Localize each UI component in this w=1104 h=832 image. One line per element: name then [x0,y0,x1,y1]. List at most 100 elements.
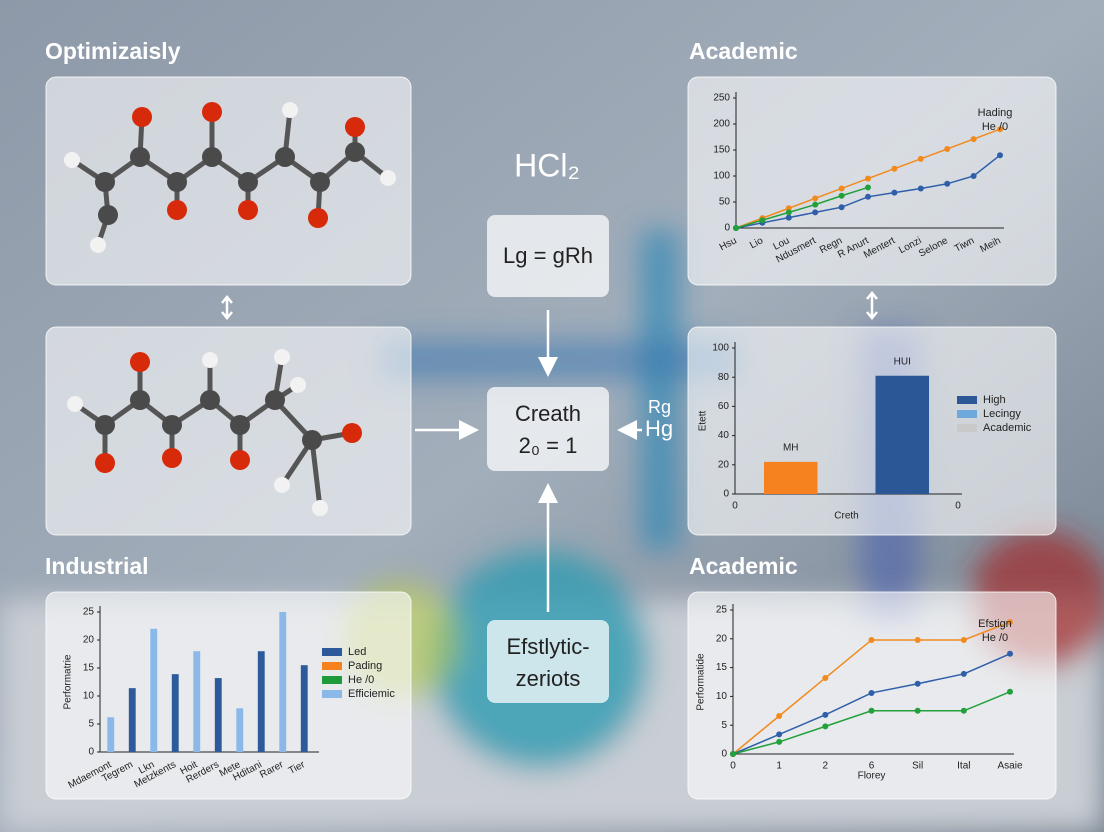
point [785,209,792,216]
legend-label: Lecingy [983,408,1021,420]
x-tick-label: Asaie [997,761,1022,772]
bar [279,612,287,752]
x-tick-label: 1 [776,761,782,772]
panel [687,76,1057,286]
y-tick-label: 0 [724,223,730,234]
legend-swatch [957,396,977,404]
point [785,214,792,221]
y-axis-label: Performatrie [63,654,74,709]
point [1007,619,1013,626]
side-label: Hg [645,416,673,441]
y-axis-label: Performatide [696,653,707,711]
legend-swatch [957,410,977,418]
point [868,707,875,714]
bar [150,628,158,752]
heading: Optimizaisly [45,38,181,64]
panel [45,76,412,286]
center-box [487,620,609,703]
y-tick-label: 10 [716,691,728,702]
legend-swatch [957,424,977,432]
point [865,193,871,200]
bar [171,674,179,752]
point [822,723,829,730]
heading: Academic [689,553,798,579]
y-tick-label: 15 [83,663,95,674]
point [865,184,871,191]
point [812,195,819,202]
bar [193,651,201,752]
bar [875,375,930,494]
point [1007,688,1013,695]
legend-swatch [322,662,342,670]
point [868,636,875,643]
legend-label: Efficiemic [348,688,395,700]
legend-label: Led [348,646,366,658]
point [730,751,736,757]
bar [763,461,818,494]
point [776,712,783,719]
point [776,731,783,738]
point [914,680,921,687]
y-tick-label: 0 [88,747,94,758]
legend-label: He /0 [348,674,374,686]
y-tick-label: 0 [723,489,729,500]
box-text: 2₀ = 1 [519,433,578,458]
point [970,173,977,179]
point [812,209,819,216]
connectors [221,291,878,612]
bar [257,651,265,752]
line [735,186,869,229]
y-tick-label: 10 [83,691,95,702]
y-tick-label: 25 [83,607,95,618]
y-tick-label: 250 [713,93,730,104]
center-box [487,387,609,471]
bar [236,708,244,752]
heading: Industrial [45,553,149,579]
y-tick-label: 25 [716,605,728,616]
box-text: Creath [515,401,581,426]
point [822,674,829,681]
legend-swatch [322,676,342,684]
legend-label: He /0 [982,632,1008,644]
point [891,189,898,196]
heading: Academic [689,38,798,64]
legend-swatch [322,690,342,698]
point [838,185,845,192]
box-text: Efstlytic- [506,634,589,659]
center-title: HCl₂ [514,147,580,183]
bar [300,665,308,752]
point [868,689,875,696]
y-tick-label: 100 [712,343,729,354]
point [914,636,921,643]
panel [45,326,412,536]
point [960,636,967,643]
point [838,192,845,199]
molecule [64,102,396,253]
y-tick-label: 20 [83,635,95,646]
x-tick-label: 0 [730,761,736,772]
x-tick-label: 0 [732,501,738,512]
y-tick-label: 200 [713,119,730,130]
point [960,670,967,677]
molecule [67,349,362,516]
point [733,225,739,231]
point [812,201,819,208]
point [944,145,951,152]
x-tick-label: Ital [957,761,970,772]
bar [107,717,115,752]
point [822,711,829,718]
x-tick-label: 2 [823,761,829,772]
point [914,707,921,714]
legend-label: Pading [348,660,382,672]
point [960,707,967,714]
x-tick-label: 0 [955,501,961,512]
point [776,738,783,745]
point [970,136,977,143]
point [759,217,766,224]
legend-label: Academic [983,422,1032,434]
y-tick-label: 100 [713,171,730,182]
y-tick-label: 0 [721,749,727,760]
bar-label: MH [783,443,799,454]
bar [128,688,136,752]
